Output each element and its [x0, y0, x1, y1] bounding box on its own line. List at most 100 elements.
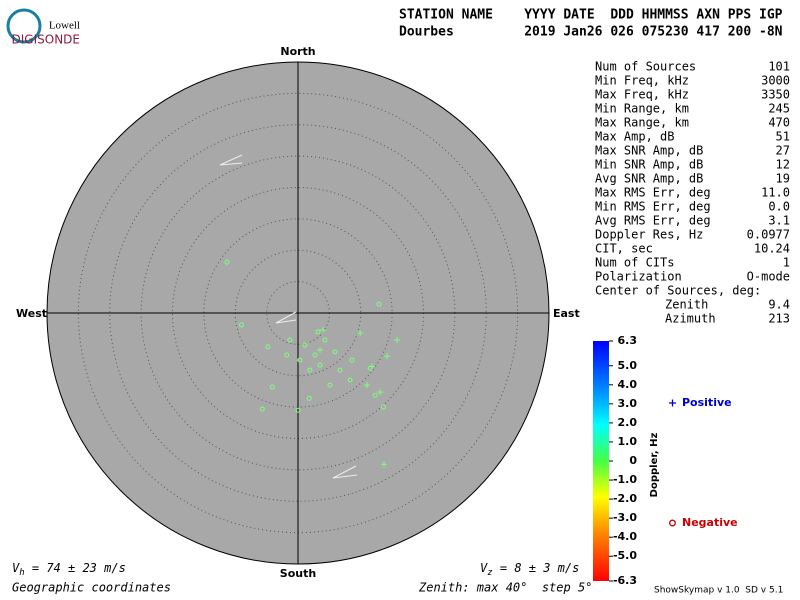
stat-value: O-mode — [747, 270, 790, 284]
logo-swoosh — [6, 8, 42, 44]
logo-bottom: DIGISONDE — [12, 33, 80, 47]
stat-value: 470 — [768, 116, 790, 130]
source-negative — [295, 407, 301, 413]
colorbar-tick-label: 3.0 — [618, 397, 638, 410]
version: ShowSkymap v 1.0 SD v 5.1 — [654, 586, 783, 596]
legend-label: Positive — [682, 396, 732, 409]
source-negative — [349, 357, 355, 363]
source-positive — [380, 461, 387, 468]
header-labels: STATION NAME YYYY DATE DDD HHMMSS AXN PP… — [399, 8, 783, 23]
source-negative — [315, 329, 321, 335]
colorbar-tick-label: 0 — [629, 454, 637, 467]
header-values: Dourbes 2019 Jan26 026 075230 417 200 -8… — [399, 25, 783, 40]
source-negative — [224, 259, 230, 265]
colorbar-label: Doppler, Hz — [649, 433, 660, 498]
source-negative — [367, 365, 373, 371]
source-negative — [332, 349, 338, 355]
source-negative — [287, 337, 293, 343]
source-negative — [259, 406, 265, 412]
source-negative — [317, 362, 323, 368]
stat-label: Azimuth — [665, 312, 716, 326]
source-negative — [302, 342, 308, 348]
source-positive — [320, 326, 327, 333]
wind-vector — [219, 154, 243, 166]
stat-value: 51 — [776, 130, 790, 144]
stat-label: Max RMS Err, deg — [595, 186, 711, 200]
stat-label: Min SNR Amp, dB — [595, 158, 703, 172]
source-positive — [377, 389, 384, 396]
source-negative — [347, 377, 353, 383]
legend-marker — [669, 519, 676, 527]
east-label: East — [553, 307, 580, 320]
source-negative — [376, 301, 382, 307]
source-negative — [239, 322, 245, 328]
stat-value: 245 — [768, 102, 790, 116]
logo-top: Lowell — [49, 20, 80, 32]
stat-label: CIT, sec — [595, 242, 653, 256]
north-label: North — [280, 45, 315, 58]
west-label: West — [16, 307, 47, 320]
stat-label: Max Freq, kHz — [595, 88, 689, 102]
source-positive — [384, 353, 391, 360]
stat-value: 1 — [783, 256, 790, 270]
stat-label: Doppler Res, Hz — [595, 228, 703, 242]
source-negative — [284, 352, 290, 358]
stat-value: 19 — [776, 172, 790, 186]
stat-value: 11.0 — [761, 186, 790, 200]
stat-value: 101 — [768, 60, 790, 74]
colorbar-tick-label: -6.3 — [613, 574, 637, 587]
stat-label: Max Amp, dB — [595, 130, 674, 144]
vh: Vh = 74 ± 23 m/s — [12, 561, 126, 578]
colorbar-tick-label: -5.0 — [613, 549, 637, 562]
stat-label: Num of Sources — [595, 60, 696, 74]
wind-vector — [332, 465, 358, 479]
colorbar-tick-label: 6.3 — [618, 334, 638, 347]
source-positive — [364, 382, 371, 389]
stat-value: 27 — [776, 144, 790, 158]
zenith-note: Zenith: max 40° step 5° — [418, 581, 592, 595]
legend-label: Negative — [682, 516, 738, 529]
stat-value: 0.0977 — [747, 228, 790, 242]
stat-label: Num of CITs — [595, 256, 674, 270]
source-negative — [297, 357, 303, 363]
stat-value: 0.0 — [768, 200, 790, 214]
source-positive — [357, 330, 364, 337]
stat-label: Max SNR Amp, dB — [595, 144, 703, 158]
stat-value: 10.24 — [754, 242, 790, 256]
source-negative — [337, 367, 343, 373]
legend-marker — [669, 399, 676, 407]
colorbar-tick-label: -1.0 — [613, 473, 637, 486]
stat-value: 9.4 — [768, 298, 790, 312]
stat-value: 213 — [768, 312, 790, 326]
source-positive — [394, 336, 401, 343]
stat-label: Avg SNR Amp, dB — [595, 172, 703, 186]
stat-label: Zenith — [665, 298, 708, 312]
colorbar-tick-label: 4.0 — [618, 378, 638, 391]
colorbar-tick-label: -3.0 — [613, 511, 637, 524]
stat-label: Min Freq, kHz — [595, 74, 689, 88]
source-negative — [327, 382, 333, 388]
stat-label: Min Range, km — [595, 102, 689, 116]
source-negative — [269, 384, 275, 390]
source-negative — [306, 395, 312, 401]
stat-value: 12 — [776, 158, 790, 172]
colorbar-tick-label: -4.0 — [613, 530, 637, 543]
stat-value: 3350 — [761, 88, 790, 102]
source-negative — [380, 404, 386, 410]
coords: Geographic coordinates — [12, 581, 171, 595]
colorbar-tick-label: 2.0 — [618, 416, 638, 429]
stat-label: Max Range, km — [595, 116, 689, 130]
stat-label: Min RMS Err, deg — [595, 200, 711, 214]
stat-value: 3.1 — [768, 214, 790, 228]
source-positive — [316, 347, 323, 354]
source-negative — [265, 344, 271, 350]
source-negative — [312, 352, 318, 358]
south-label: South — [280, 567, 316, 580]
colorbar — [593, 341, 609, 581]
stat-label: Avg RMS Err, deg — [595, 214, 711, 228]
source-negative — [307, 367, 313, 373]
wind-vector — [275, 311, 297, 324]
colorbar-tick-label: -2.0 — [613, 492, 637, 505]
stat-label: Center of Sources, deg: — [595, 284, 761, 298]
